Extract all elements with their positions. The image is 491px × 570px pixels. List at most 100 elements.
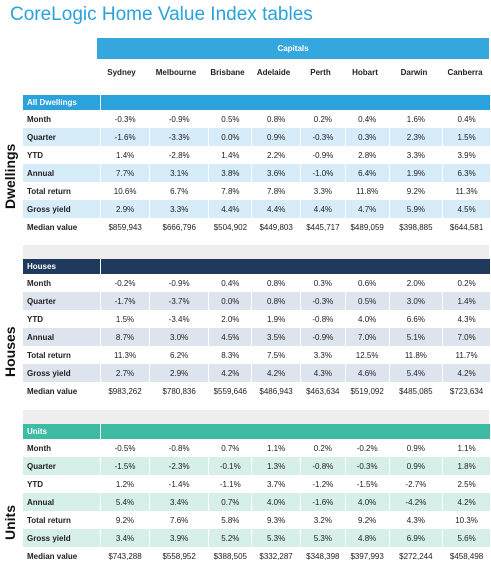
side-label-dwellings: Dwellings <box>2 143 18 209</box>
table-cell: 0.9% <box>389 439 444 457</box>
table-cell: 1.1% <box>442 439 491 457</box>
table-cell: -0.9% <box>149 110 210 128</box>
table-cell: 0.2% <box>300 439 346 457</box>
table-cell: 0.4% <box>208 274 253 292</box>
table-cell: -3.4% <box>149 310 210 328</box>
column-header-perth: Perth <box>310 68 331 77</box>
table-cell: 7.8% <box>208 182 253 200</box>
table-cell: 7.0% <box>442 328 491 346</box>
table-cell: 6.6% <box>389 310 444 328</box>
table-cell: 1.5% <box>442 128 491 146</box>
table-cell: -0.3% <box>100 110 150 128</box>
table-cell: 5.1% <box>389 328 444 346</box>
table-cell: 1.9% <box>251 310 301 328</box>
table-cell: -0.1% <box>208 457 253 475</box>
table-cell: 5.4% <box>389 364 444 382</box>
table-cell: 2.2% <box>251 146 301 164</box>
table-cell: 0.4% <box>442 110 491 128</box>
table-cell: $332,287 <box>251 547 301 565</box>
table-row: Total return 11.3% 6.2% 8.3% 7.5% 3.3% 12.5% 11… <box>23 346 491 364</box>
table-row: Median value $743,288 $558,952 $388,505 $332… <box>23 547 491 565</box>
table-cell: 7.6% <box>149 511 210 529</box>
table-cell: 12.5% <box>345 346 390 364</box>
table-cell: 4.3% <box>300 364 346 382</box>
table-cell: $458,498 <box>442 547 491 565</box>
table-cell: 9.3% <box>251 511 301 529</box>
table-cell: 1.1% <box>251 439 301 457</box>
table-cell: 1.4% <box>100 146 150 164</box>
table-cell: 4.5% <box>208 328 253 346</box>
table-cell: -1.5% <box>345 475 390 493</box>
table-cell: $743,288 <box>100 547 150 565</box>
table-cell: $859,943 <box>100 218 150 236</box>
row-label: Gross yield <box>23 200 102 218</box>
row-label: Annual <box>23 164 102 182</box>
table-cell: 1.4% <box>442 292 491 310</box>
table-cell: 8.3% <box>208 346 253 364</box>
table-cell: 7.7% <box>100 164 150 182</box>
table-cell: 11.8% <box>389 346 444 364</box>
table-cell: 6.9% <box>389 529 444 547</box>
table-cell: 2.9% <box>100 200 150 218</box>
table-cell: -1.5% <box>100 457 150 475</box>
table-cell: 6.4% <box>345 164 390 182</box>
row-label: Total return <box>23 346 102 364</box>
column-header-melbourne: Melbourne <box>155 68 197 77</box>
table-cell: 8.7% <box>100 328 150 346</box>
table-cell: 11.3% <box>442 182 491 200</box>
table-cell: $558,952 <box>149 547 210 565</box>
row-label: Quarter <box>23 457 102 475</box>
table-cell: 1.5% <box>100 310 150 328</box>
table-cell: 2.9% <box>149 364 210 382</box>
table-cell: -1.0% <box>300 164 346 182</box>
table-cell: $449,803 <box>251 218 301 236</box>
table-row: YTD 1.2% -1.4% -1.1% 3.7% -1.2% -1.5% -2.7% 2.5% <box>23 475 491 493</box>
table-cell: $388,505 <box>208 547 253 565</box>
table-cell: 0.2% <box>442 274 491 292</box>
table-row: Month -0.3% -0.9% 0.5% 0.8% 0.2% 0.4% 1.6% 0.4% <box>23 110 491 128</box>
table-cell: 7.0% <box>345 328 390 346</box>
table-cell: $348,398 <box>300 547 346 565</box>
table-row: Quarter -1.5% -2.3% -0.1% 1.3% -0.8% -0.3% 0.9%… <box>23 457 491 475</box>
table-cell: 2.7% <box>100 364 150 382</box>
table-cell: 5.8% <box>208 511 253 529</box>
column-header-darwin: Darwin <box>400 68 428 77</box>
table-cell: 4.7% <box>345 200 390 218</box>
row-label: YTD <box>23 146 102 164</box>
side-label-units: Units <box>2 505 18 540</box>
table-cell: 3.3% <box>300 346 346 364</box>
section-header-label: All Dwellings <box>23 95 102 110</box>
section-header-label: Units <box>23 424 102 439</box>
table-cell: -1.7% <box>100 292 150 310</box>
table-cell: 3.8% <box>208 164 253 182</box>
table-cell: $397,993 <box>345 547 390 565</box>
table-cell: 2.5% <box>442 475 491 493</box>
table-row: Quarter -1.7% -3.7% 0.0% 0.8% -0.3% 0.5% 3.0% 1.… <box>23 292 491 310</box>
row-label: Quarter <box>23 128 102 146</box>
table-cell: 0.3% <box>345 128 390 146</box>
table-cell: -0.3% <box>345 457 390 475</box>
table-cell: 2.8% <box>345 146 390 164</box>
table-cell: 3.9% <box>149 529 210 547</box>
section-header-label: Houses <box>23 259 102 274</box>
row-label: Total return <box>23 511 102 529</box>
table-cell: $723,634 <box>442 382 491 400</box>
column-header-brisbane: Brisbane <box>210 68 245 77</box>
side-label-houses: Houses <box>2 326 18 377</box>
table-cell: -0.8% <box>300 457 346 475</box>
table-cell: 10.6% <box>100 182 150 200</box>
table-cell: -1.2% <box>300 475 346 493</box>
table-cell: 3.2% <box>300 511 346 529</box>
table-cell: 6.2% <box>149 346 210 364</box>
table-cell: 4.4% <box>300 200 346 218</box>
table-row: Quarter -1.6% -3.3% 0.0% 0.9% -0.3% 0.3% 2.3% 1.… <box>23 128 491 146</box>
column-header-canberra: Canberra <box>447 68 483 77</box>
table-row: Total return 9.2% 7.6% 5.8% 9.3% 3.2% 9.2% 4.3%… <box>23 511 491 529</box>
table-cell: $644,581 <box>442 218 491 236</box>
table-cell: 4.2% <box>208 364 253 382</box>
table-cell: 9.2% <box>100 511 150 529</box>
section-header-bar <box>100 259 491 274</box>
table-row: Gross yield 2.7% 2.9% 4.2% 4.2% 4.3% 4.6% 5.4% 4… <box>23 364 491 382</box>
table-cell: -0.3% <box>300 292 346 310</box>
column-header-hobart: Hobart <box>352 68 378 77</box>
